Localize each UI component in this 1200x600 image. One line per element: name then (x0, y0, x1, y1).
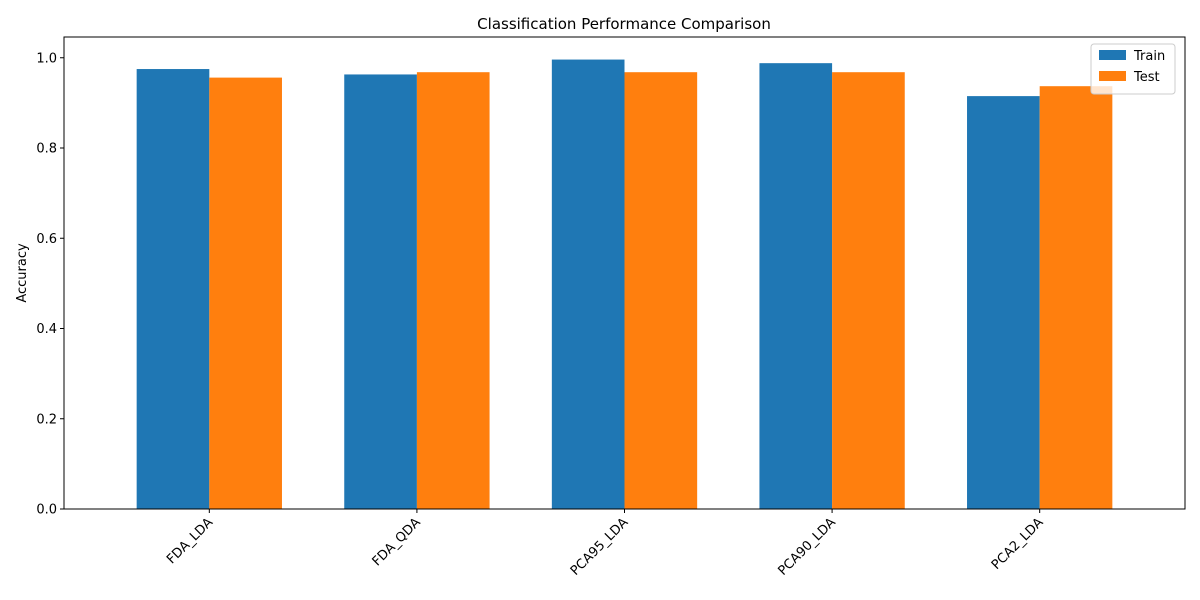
bar-train-pca90_lda (759, 63, 833, 510)
y-tick-label: 0.0 (36, 503, 57, 518)
x-tick-label: PCA2_LDA (989, 515, 1047, 573)
legend-label-train: Train (1133, 49, 1165, 64)
x-tick-label: FDA_QDA (370, 515, 424, 569)
bar-test-pca90_lda (832, 72, 905, 509)
bar-test-pca2_lda (1039, 86, 1113, 509)
legend-swatch-test (1099, 71, 1126, 81)
y-tick-label: 0.8 (36, 142, 57, 157)
y-axis: 0.0 0.2 0.4 0.6 0.8 1.0 (36, 51, 64, 518)
bar-test-pca95_lda (624, 72, 698, 509)
y-tick-label: 1.0 (36, 51, 57, 66)
chart-title: Classification Performance Comparison (477, 15, 771, 33)
legend-swatch-train (1099, 50, 1126, 60)
bar-train-fda_lda (136, 69, 210, 509)
x-tick-label: FDA_LDA (164, 515, 216, 567)
bar-train-fda_qda (344, 74, 417, 509)
bar-test-fda_lda (209, 77, 282, 510)
x-axis: FDA_LDA FDA_QDA PCA95_LDA PCA90_LDA PCA2_LDA (164, 509, 1047, 579)
y-tick-label: 0.6 (36, 232, 57, 247)
legend-label-test: Test (1133, 70, 1160, 85)
y-tick-label: 0.2 (36, 412, 57, 427)
legend: Train Test (1090, 43, 1176, 95)
bars-layer (136, 59, 1113, 510)
x-tick-label: PCA90_LDA (775, 515, 839, 579)
y-axis-title: Accuracy (15, 243, 30, 303)
bar-train-pca2_lda (967, 96, 1040, 510)
x-tick-label: PCA95_LDA (568, 515, 632, 579)
bar-test-fda_qda (416, 72, 490, 509)
y-tick-label: 0.4 (36, 322, 57, 337)
bar-train-pca95_lda (551, 59, 625, 510)
